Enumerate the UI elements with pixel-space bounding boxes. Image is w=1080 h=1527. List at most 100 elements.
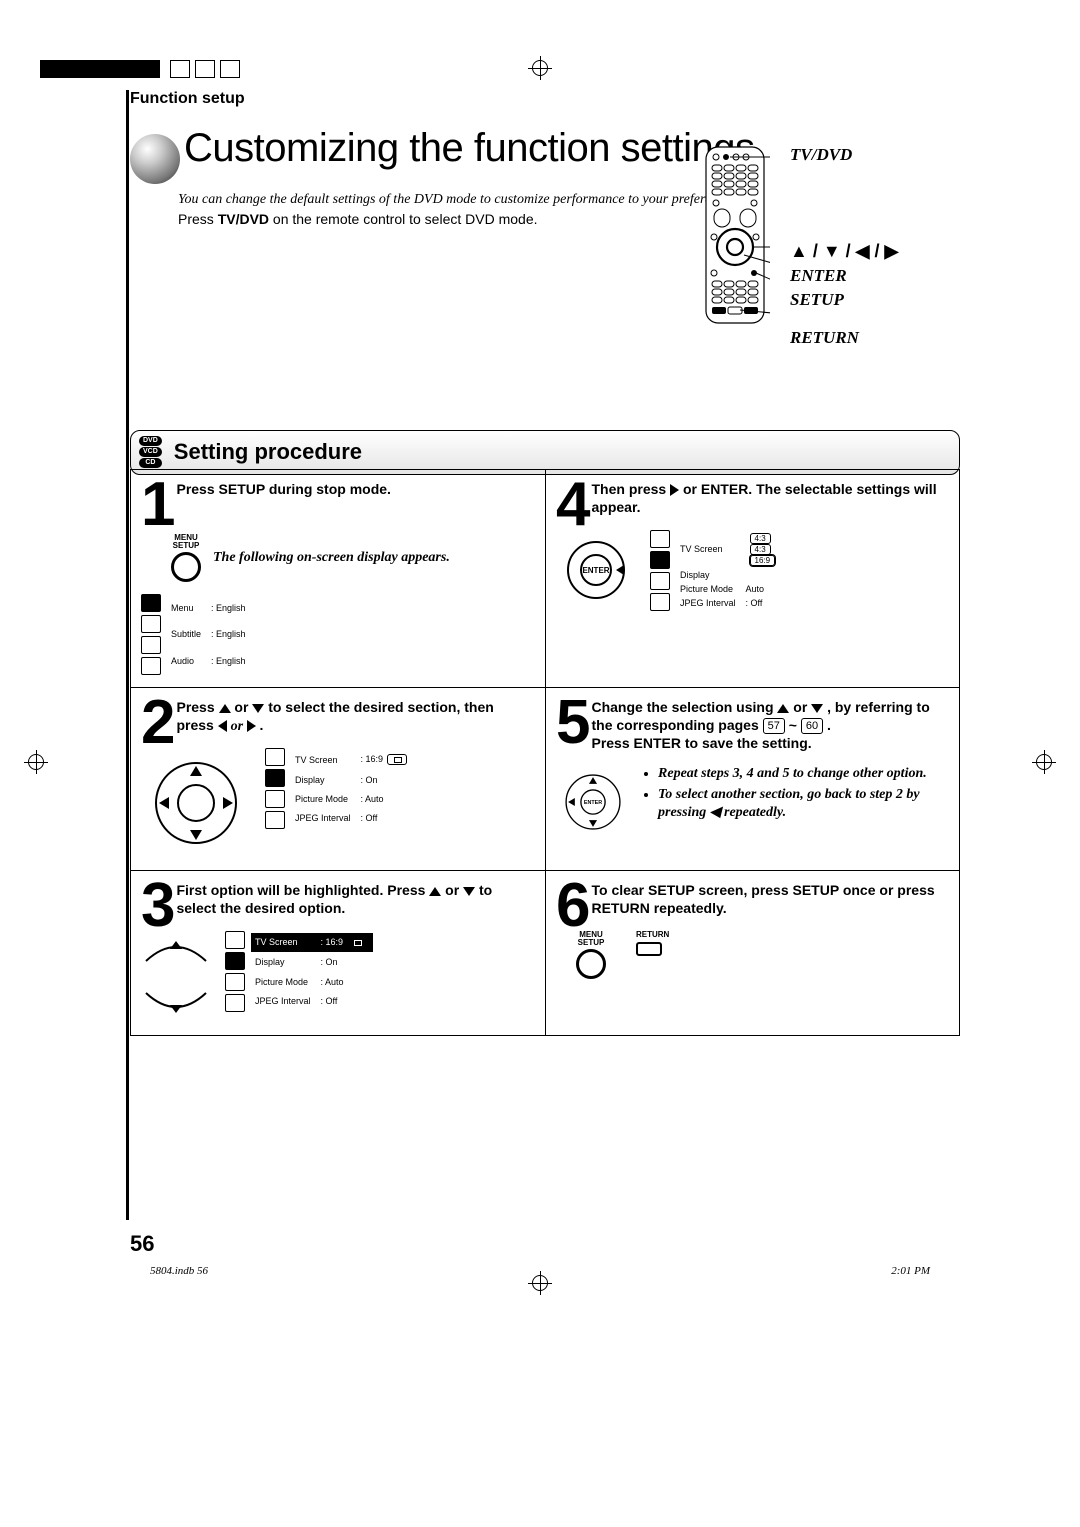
step-4: 4 Then press or ENTER. The selectable se… [545, 469, 959, 687]
step-2-num: 2 [141, 698, 170, 748]
down-arrow-icon [811, 704, 823, 713]
badge-vcd: VCD [139, 447, 162, 457]
page-ref-b: 60 [801, 718, 823, 734]
up-arrow-icon [219, 704, 231, 713]
step-3-osd: TV Screen: 16:9 Display: On Picture Mode… [225, 931, 535, 1012]
left-arrow-icon [218, 720, 227, 732]
osd-icon-audio [265, 790, 285, 808]
osd-icon-tv [650, 551, 670, 569]
step-2: 2 Press or to select the desired section… [131, 687, 545, 870]
step-1-text: Press SETUP during stop mode. [141, 480, 535, 498]
setup-button-icon: MENU SETUP [171, 534, 201, 582]
step-6-num: 6 [556, 881, 585, 931]
step-2-text: Press or to select the desired section, … [141, 698, 535, 736]
step-2-osd-table: TV Screen: 16:9 Display: On Picture Mode… [291, 748, 413, 829]
intro-line1: You can change the default settings of t… [178, 192, 734, 207]
steps-grid: 1 Press SETUP during stop mode. MENU SET… [130, 469, 960, 1036]
down-arrow-icon [252, 704, 264, 713]
sphere-decoration [130, 134, 180, 184]
step-4-num: 4 [556, 480, 585, 530]
remote-labels: TV/DVD ▲ / ▼ / ◀ / ▶ ENTER SETUP RETURN [790, 145, 898, 352]
step-1-osd: Menu: English Subtitle: English Audio: E… [141, 594, 535, 675]
registration-mark [24, 750, 48, 774]
footer-right: 2:01 PM [891, 1265, 930, 1277]
footer: 5804.indb 56 2:01 PM [150, 1265, 930, 1277]
setup-button-label: MENU SETUP [171, 534, 201, 550]
step-5-text: Change the selection using or , by refer… [556, 698, 949, 753]
intro-line2-bold: TV/DVD [218, 211, 269, 227]
registration-mark [528, 56, 552, 80]
step-6-text: To clear SETUP screen, press SETUP once … [556, 881, 949, 917]
remote-label-setup: SETUP [790, 290, 898, 310]
step-3-osd-table: TV Screen: 16:9 Display: On Picture Mode… [251, 931, 373, 1012]
up-arrow-icon [777, 704, 789, 713]
page-number: 56 [130, 1231, 154, 1257]
osd-icon-globe [225, 931, 245, 949]
step-5-num: 5 [556, 698, 585, 748]
svg-text:ENTER: ENTER [582, 566, 609, 575]
remote-svg [700, 145, 770, 325]
remote-label-tvdvd: TV/DVD [790, 145, 898, 165]
section-label: Function setup [130, 90, 960, 108]
step-2-osd: TV Screen: 16:9 Display: On Picture Mode… [265, 748, 535, 829]
osd-icon-audio [650, 572, 670, 590]
intro-line2-pre: Press [178, 211, 218, 227]
registration-mark [1032, 750, 1056, 774]
osd-icon-audio [141, 636, 161, 654]
step-3-text: First option will be highlighted. Press … [141, 881, 535, 917]
step-1-note: The following on-screen display appears. [213, 550, 450, 566]
step-5-note-2: To select another section, go back to st… [658, 786, 949, 821]
step-4-osd-table: TV Screen 4:3 4:3 16:9 Display Picture M… [676, 530, 781, 611]
down-button-icon [141, 989, 211, 1023]
step-5-notes: Repeat steps 3, 4 and 5 to change other … [644, 765, 949, 826]
right-arrow-icon [670, 484, 679, 496]
osd-icon-parental [225, 994, 245, 1012]
setup-button-icon: MENU SETUP [576, 931, 606, 979]
osd-icon-globe [650, 530, 670, 548]
up-arrow-icon [429, 887, 441, 896]
step-5-note-1: Repeat steps 3, 4 and 5 to change other … [658, 765, 949, 783]
setup-button-label: MENU SETUP [576, 931, 606, 947]
left-rule [126, 90, 129, 1220]
down-arrow-icon [463, 887, 475, 896]
disc-badges: DVD VCD CD [139, 436, 162, 468]
osd-icon-tv [225, 952, 245, 970]
step-4-text: Then press or ENTER. The selectable sett… [556, 480, 949, 516]
step-3: 3 First option will be highlighted. Pres… [131, 870, 545, 1035]
osd-icon-parental [141, 657, 161, 675]
badge-dvd: DVD [139, 436, 162, 446]
osd-icon-globe [265, 748, 285, 766]
intro-line2-post: on the remote control to select DVD mode… [269, 211, 537, 227]
osd-icon-parental [650, 593, 670, 611]
right-arrow-icon [247, 720, 256, 732]
step-5: 5 Change the selection using or , by ref… [545, 687, 959, 870]
osd-icon-audio [225, 973, 245, 991]
osd-icon-globe [141, 594, 161, 612]
step-4-osd: TV Screen 4:3 4:3 16:9 Display Picture M… [650, 530, 949, 611]
enter-right-icon: ENTER [556, 530, 636, 610]
remote-label-return: RETURN [790, 328, 898, 348]
osd-icon-tv [141, 615, 161, 633]
remote-label-arrows: ▲ / ▼ / ◀ / ▶ [790, 241, 898, 262]
remote-label-enter: ENTER [790, 266, 898, 286]
badge-cd: CD [139, 458, 162, 468]
step-3-num: 3 [141, 881, 170, 931]
dpad-enter-icon: ENTER [556, 765, 630, 839]
page-title: Customizing the function settings [184, 126, 754, 171]
dpad-icon [141, 748, 251, 858]
step-6: 6 To clear SETUP screen, press SETUP onc… [545, 870, 959, 1035]
step-1-osd-table: Menu: English Subtitle: English Audio: E… [167, 594, 252, 675]
page-content: Function setup Customizing the function … [130, 90, 960, 1036]
svg-text:ENTER: ENTER [584, 800, 602, 806]
osd-icon-parental [265, 811, 285, 829]
section-bar-title: Setting procedure [174, 439, 362, 465]
return-button-icon: RETURN [636, 931, 669, 956]
up-button-icon [141, 931, 211, 965]
osd-icon-tv [265, 769, 285, 787]
return-button-label: RETURN [636, 931, 669, 939]
page-ref-a: 57 [763, 718, 785, 734]
step-1: 1 Press SETUP during stop mode. MENU SET… [131, 469, 545, 687]
footer-left: 5804.indb 56 [150, 1265, 208, 1277]
step-1-num: 1 [141, 480, 170, 530]
remote-illustration: TV/DVD ▲ / ▼ / ◀ / ▶ ENTER SETUP RETURN [700, 145, 960, 330]
